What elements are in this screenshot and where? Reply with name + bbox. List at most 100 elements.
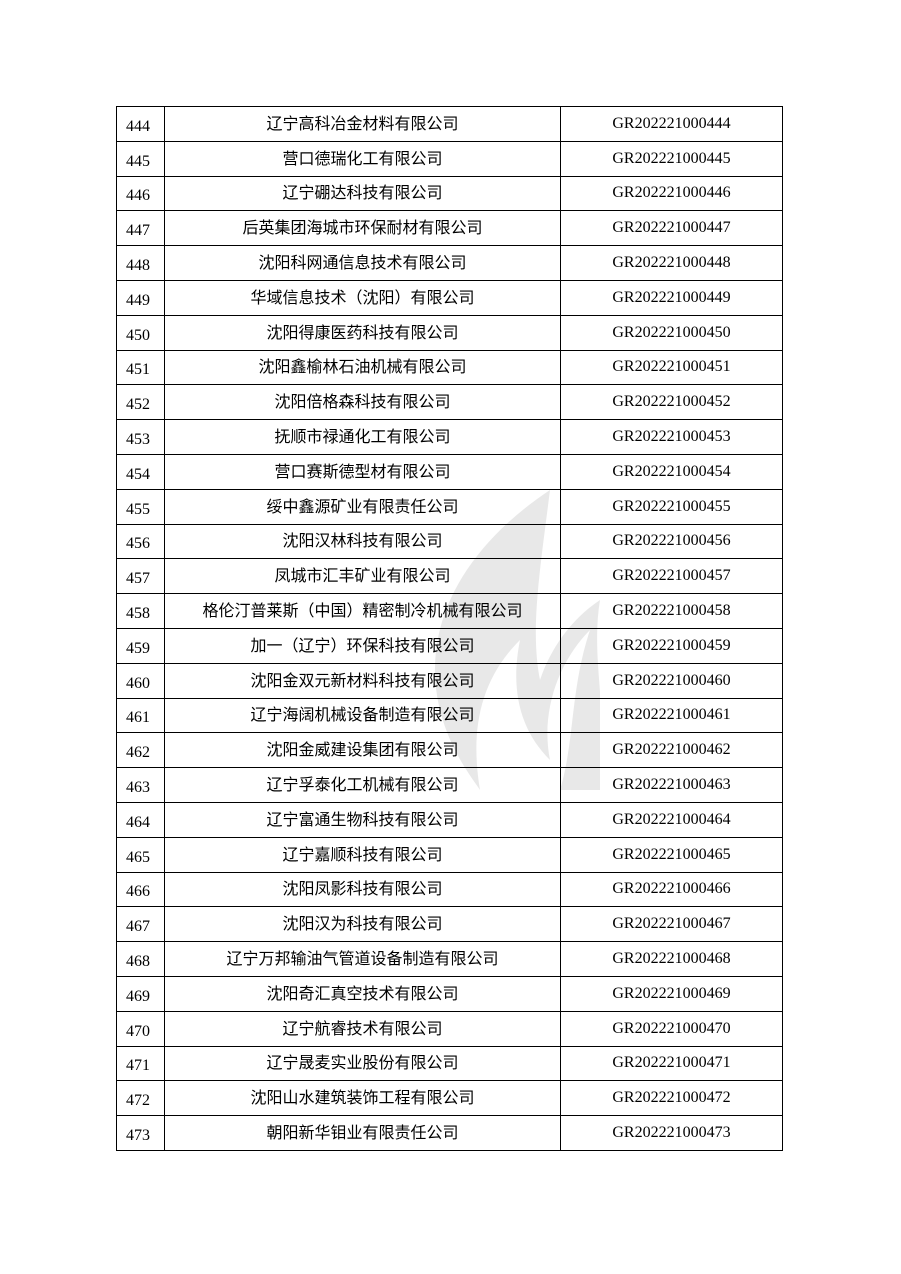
row-number: 444 (116, 106, 165, 142)
table-row: 446 辽宁硼达科技有限公司 GR202221000446 (116, 175, 783, 212)
certificate-code: GR202221000454 (560, 453, 783, 490)
row-number: 451 (116, 349, 165, 386)
row-number: 446 (116, 175, 165, 212)
certificate-code: GR202221000464 (560, 801, 783, 838)
table-row: 467 沈阳汉为科技有限公司 GR202221000467 (116, 906, 783, 943)
table-row: 454 营口赛斯德型材有限公司 GR202221000454 (116, 453, 783, 490)
row-number: 471 (116, 1045, 165, 1082)
table-row: 471 辽宁晟麦实业股份有限公司 GR202221000471 (116, 1045, 783, 1082)
table-row: 466 沈阳凤影科技有限公司 GR202221000466 (116, 871, 783, 908)
row-number: 448 (116, 245, 165, 281)
company-name: 抚顺市禄通化工有限公司 (164, 419, 561, 455)
table-row: 468 辽宁万邦输油气管道设备制造有限公司 GR202221000468 (116, 941, 783, 977)
company-name: 辽宁孚泰化工机械有限公司 (164, 767, 561, 803)
row-number: 455 (116, 488, 165, 525)
certificate-code: GR202221000444 (560, 106, 783, 142)
row-number: 457 (116, 558, 165, 595)
certificate-code: GR202221000452 (560, 384, 783, 421)
company-name: 沈阳奇汇真空技术有限公司 (164, 975, 561, 1012)
certificate-code: GR202221000473 (560, 1115, 783, 1151)
row-number: 470 (116, 1010, 165, 1047)
certificate-code: GR202221000448 (560, 245, 783, 281)
row-number: 453 (116, 419, 165, 455)
certificate-code: GR202221000467 (560, 906, 783, 943)
table-row: 469 沈阳奇汇真空技术有限公司 GR202221000469 (116, 975, 783, 1012)
company-name: 辽宁海阔机械设备制造有限公司 (164, 697, 561, 734)
row-number: 447 (116, 210, 165, 247)
company-name: 辽宁万邦输油气管道设备制造有限公司 (164, 941, 561, 977)
table-row: 460 沈阳金双元新材料科技有限公司 GR202221000460 (116, 662, 783, 699)
row-number: 458 (116, 593, 165, 629)
company-name: 辽宁航睿技术有限公司 (164, 1010, 561, 1047)
table-row: 464 辽宁富通生物科技有限公司 GR202221000464 (116, 801, 783, 838)
row-number: 467 (116, 906, 165, 943)
row-number: 459 (116, 627, 165, 664)
row-number: 473 (116, 1115, 165, 1151)
table-row: 470 辽宁航睿技术有限公司 GR202221000470 (116, 1010, 783, 1047)
company-name: 凤城市汇丰矿业有限公司 (164, 558, 561, 595)
row-number: 452 (116, 384, 165, 421)
certificate-code: GR202221000445 (560, 140, 783, 177)
certificate-code: GR202221000470 (560, 1010, 783, 1047)
company-name: 格伦汀普莱斯（中国）精密制冷机械有限公司 (164, 593, 561, 629)
table-row: 455 绥中鑫源矿业有限责任公司 GR202221000455 (116, 488, 783, 525)
company-name: 加一（辽宁）环保科技有限公司 (164, 627, 561, 664)
company-name: 辽宁富通生物科技有限公司 (164, 801, 561, 838)
certificate-code: GR202221000446 (560, 175, 783, 212)
certificate-code: GR202221000468 (560, 941, 783, 977)
company-name: 沈阳鑫榆林石油机械有限公司 (164, 349, 561, 386)
certificate-code: GR202221000461 (560, 697, 783, 734)
row-number: 449 (116, 279, 165, 316)
table-row: 472 沈阳山水建筑装饰工程有限公司 GR202221000472 (116, 1080, 783, 1117)
certificate-code: GR202221000466 (560, 871, 783, 908)
row-number: 465 (116, 836, 165, 873)
row-number: 450 (116, 314, 165, 351)
company-name: 后英集团海城市环保耐材有限公司 (164, 210, 561, 247)
table-row: 459 加一（辽宁）环保科技有限公司 GR202221000459 (116, 627, 783, 664)
row-number: 472 (116, 1080, 165, 1117)
company-name: 沈阳倍格森科技有限公司 (164, 384, 561, 421)
certificate-code: GR202221000456 (560, 523, 783, 560)
table-row: 453 抚顺市禄通化工有限公司 GR202221000453 (116, 419, 783, 455)
company-name: 沈阳凤影科技有限公司 (164, 871, 561, 908)
certificate-code: GR202221000460 (560, 662, 783, 699)
certificate-code: GR202221000465 (560, 836, 783, 873)
certificate-code: GR202221000453 (560, 419, 783, 455)
certificate-code: GR202221000472 (560, 1080, 783, 1117)
company-name: 朝阳新华钼业有限责任公司 (164, 1115, 561, 1151)
table-row: 450 沈阳得康医药科技有限公司 GR202221000450 (116, 314, 783, 351)
certificate-code: GR202221000455 (560, 488, 783, 525)
table-row: 444 辽宁高科冶金材料有限公司 GR202221000444 (116, 106, 783, 142)
table-row: 463 辽宁孚泰化工机械有限公司 GR202221000463 (116, 767, 783, 803)
certificate-code: GR202221000447 (560, 210, 783, 247)
table-row: 462 沈阳金威建设集团有限公司 GR202221000462 (116, 732, 783, 769)
row-number: 468 (116, 941, 165, 977)
row-number: 463 (116, 767, 165, 803)
table-row: 458 格伦汀普莱斯（中国）精密制冷机械有限公司 GR202221000458 (116, 593, 783, 629)
table-row: 461 辽宁海阔机械设备制造有限公司 GR202221000461 (116, 697, 783, 734)
company-name: 营口德瑞化工有限公司 (164, 140, 561, 177)
company-name: 华域信息技术（沈阳）有限公司 (164, 279, 561, 316)
row-number: 464 (116, 801, 165, 838)
row-number: 462 (116, 732, 165, 769)
company-name: 辽宁高科冶金材料有限公司 (164, 106, 561, 142)
company-name: 辽宁硼达科技有限公司 (164, 175, 561, 212)
company-name: 绥中鑫源矿业有限责任公司 (164, 488, 561, 525)
company-name: 沈阳得康医药科技有限公司 (164, 314, 561, 351)
table-row: 456 沈阳汉林科技有限公司 GR202221000456 (116, 523, 783, 560)
table-row: 448 沈阳科网通信息技术有限公司 GR202221000448 (116, 245, 783, 281)
table-row: 445 营口德瑞化工有限公司 GR202221000445 (116, 140, 783, 177)
certificate-code: GR202221000450 (560, 314, 783, 351)
certificate-code: GR202221000462 (560, 732, 783, 769)
company-name: 辽宁晟麦实业股份有限公司 (164, 1045, 561, 1082)
company-name: 沈阳汉林科技有限公司 (164, 523, 561, 560)
row-number: 460 (116, 662, 165, 699)
certificate-code: GR202221000451 (560, 349, 783, 386)
company-name: 辽宁嘉顺科技有限公司 (164, 836, 561, 873)
certificate-code: GR202221000471 (560, 1045, 783, 1082)
table-row: 465 辽宁嘉顺科技有限公司 GR202221000465 (116, 836, 783, 873)
table-row: 452 沈阳倍格森科技有限公司 GR202221000452 (116, 384, 783, 421)
company-name: 营口赛斯德型材有限公司 (164, 453, 561, 490)
table-row: 447 后英集团海城市环保耐材有限公司 GR202221000447 (116, 210, 783, 247)
row-number: 456 (116, 523, 165, 560)
